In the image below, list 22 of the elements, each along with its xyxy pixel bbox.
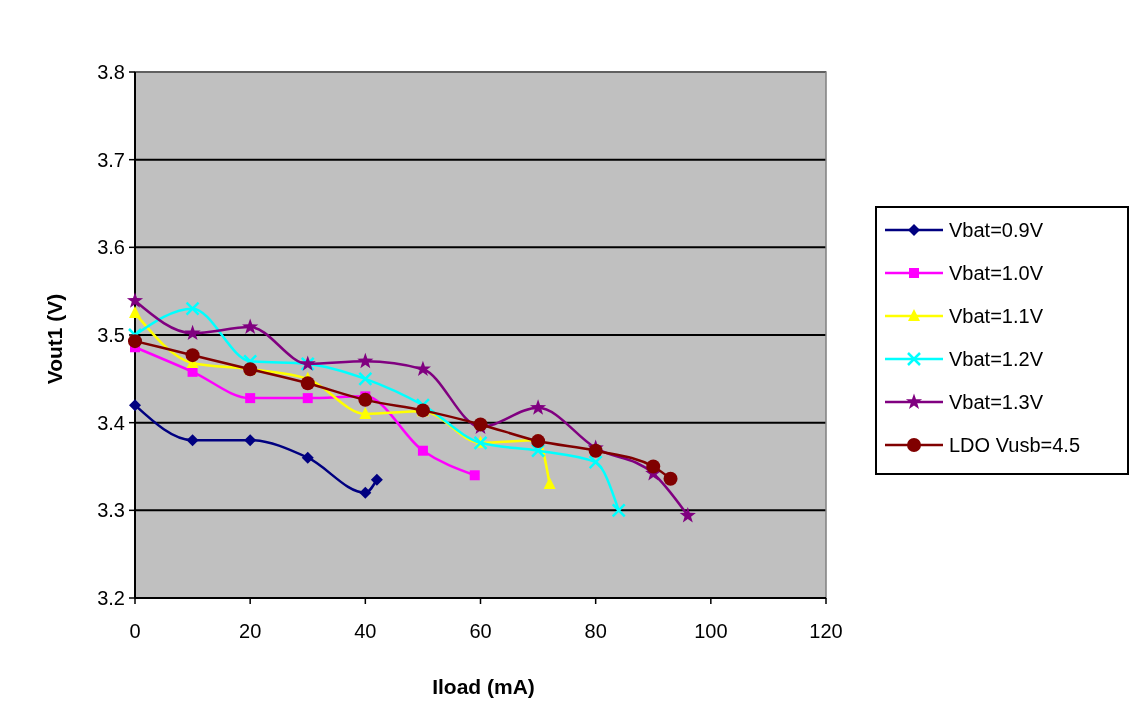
y-tick-label: 3.6 [97, 236, 125, 259]
y-axis-title: Vout1 (V) [43, 293, 66, 385]
x-tick-label: 80 [584, 620, 607, 642]
x-tick-label: 100 [694, 620, 728, 642]
y-tick-label: 3.8 [97, 61, 125, 83]
y-tick-label: 3.3 [97, 499, 125, 522]
legend-label: Vbat=1.3V [949, 391, 1044, 413]
x-tick-label: 120 [809, 620, 843, 642]
x-tick-label: 40 [354, 620, 377, 642]
x-tick-label: 20 [239, 620, 262, 642]
legend-label: LDO Vusb=4.5 [949, 434, 1081, 456]
y-tick-label: 3.5 [97, 324, 125, 346]
legend-label: Vbat=0.9V [949, 219, 1044, 241]
legend-label: Vbat=1.2V [949, 348, 1044, 370]
y-tick-label: 3.2 [97, 587, 125, 609]
legend-label: Vbat=1.0V [949, 262, 1044, 284]
y-tick-label: 3.7 [97, 148, 125, 171]
x-axis-title: Iload (mA) [432, 675, 535, 698]
y-tick-label: 3.4 [97, 411, 125, 434]
x-tick-label: 0 [129, 620, 141, 642]
legend-label: Vbat=1.1V [949, 305, 1044, 327]
x-tick-label: 60 [469, 620, 492, 642]
